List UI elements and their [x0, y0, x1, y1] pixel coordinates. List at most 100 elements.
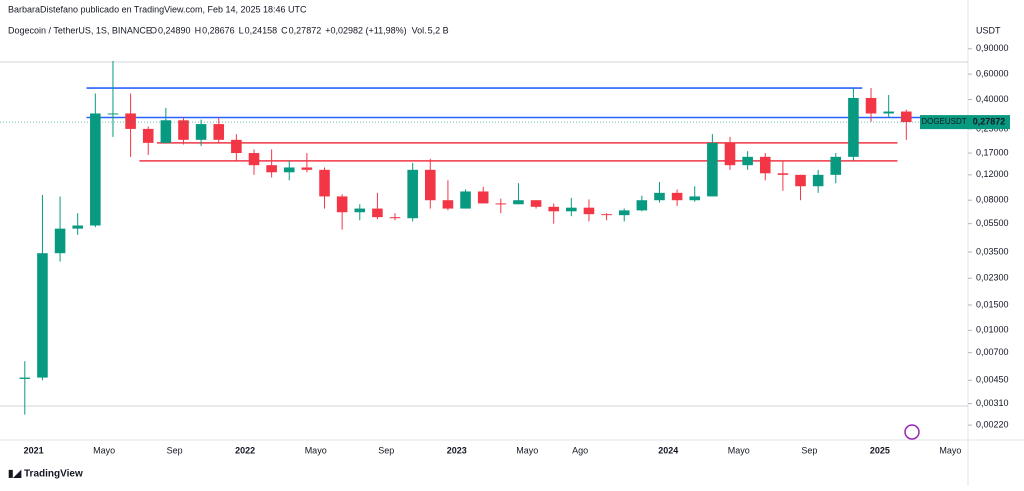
candle-body [266, 165, 277, 173]
x-tick-label: Ago [572, 445, 588, 455]
ohlc-label: C [281, 25, 288, 35]
candle-body [319, 169, 330, 197]
y-tick-label: 0,08000 [976, 195, 1009, 205]
candle-body [248, 153, 260, 166]
candle-body [636, 200, 648, 211]
candle-body [583, 207, 595, 215]
y-tick-label: 0,01000 [976, 325, 1009, 335]
y-tick-label: 0,90000 [976, 43, 1009, 53]
candle-body [107, 113, 119, 115]
x-tick-label: Sep [167, 445, 183, 455]
y-tick-label: 0,00700 [976, 347, 1009, 357]
candle-body [37, 253, 48, 378]
y-tick-label: 0,03500 [976, 246, 1009, 256]
candle-body [759, 156, 771, 174]
candle-body [283, 167, 295, 173]
price-tag-symbol: DOGEUSDT [921, 117, 966, 126]
candle-body [336, 196, 348, 213]
candle-body [389, 217, 401, 219]
candle-body [671, 192, 683, 201]
ohlc-label: H [195, 25, 202, 35]
symbol: Dogecoin / TetherUS, 1S, BINANCE [8, 25, 152, 35]
candle-body [689, 196, 701, 201]
price-tag-price: 0,27872 [973, 116, 1006, 126]
candle-body [442, 200, 454, 209]
x-tick-label: Mayo [728, 445, 750, 455]
candle-body [812, 174, 824, 187]
ohlc-label: L [239, 25, 244, 35]
y-tick-label: 0,17000 [976, 147, 1009, 157]
candle-body [125, 113, 136, 129]
x-tick-label: Mayo [939, 445, 961, 455]
candle-body [707, 142, 718, 197]
candle-body [618, 210, 630, 216]
candle-body [54, 228, 66, 254]
candle-body [795, 174, 806, 187]
candle-body [460, 191, 471, 209]
y-tick-label: 0,02300 [976, 273, 1009, 283]
candle-body [865, 97, 877, 114]
y-tick-label: 0,60000 [976, 68, 1009, 78]
candle-body [407, 169, 418, 219]
candle-body [742, 156, 753, 166]
y-tick-label: 0,40000 [976, 94, 1009, 104]
candle-body [724, 142, 736, 166]
candle-body [513, 200, 524, 205]
y-tick-label: 0,00310 [976, 398, 1009, 408]
x-tick-label: Mayo [93, 445, 115, 455]
candle-body [301, 167, 313, 170]
candle-body [777, 173, 789, 175]
ohlc-value: 0,28676 [202, 25, 235, 35]
change: +0,02982 (+11,98%) [325, 25, 406, 35]
candle-body [19, 377, 31, 379]
x-tick-label: 2023 [447, 445, 467, 455]
volume: 5,2 B [428, 25, 449, 35]
x-tick-label: Sep [801, 445, 817, 455]
candle-body [477, 191, 489, 204]
candle-body [548, 206, 559, 212]
candle-body [848, 97, 859, 157]
candle-body [601, 214, 612, 216]
footer: TradingView [24, 469, 83, 480]
candle-body [372, 208, 383, 218]
candle-body [530, 200, 542, 207]
candle-body [566, 207, 577, 212]
price-tag-box [968, 115, 1010, 130]
y-tick-label: 0,05500 [976, 218, 1009, 228]
y-tick-label: 0,00220 [976, 419, 1009, 429]
attribution: BarbaraDistefano publicado en TradingVie… [8, 4, 307, 14]
ohlc: O 0,24890 H 0,28676 L 0,24158 C 0,27872 +0,02982… [150, 25, 449, 35]
candle-body [231, 139, 242, 154]
x-tick-label: 2021 [24, 445, 44, 455]
logo-mark: ▮◢ [8, 469, 22, 480]
x-tick-label: Mayo [305, 445, 327, 455]
x-tick-label: Mayo [516, 445, 538, 455]
candle-body [90, 113, 101, 226]
candle-body [160, 120, 172, 143]
event-icon[interactable] [904, 424, 920, 440]
currency: USDT [976, 25, 1001, 35]
candle-body [72, 225, 83, 229]
candle-body [195, 124, 207, 140]
candle-body [213, 124, 225, 140]
candle-body [178, 120, 189, 140]
y-tick-label: 0,00450 [976, 375, 1009, 385]
ohlc-value: 0,24890 [158, 25, 191, 35]
ohlc-label: O [150, 25, 157, 35]
candle-body [142, 128, 154, 143]
candle-body [901, 111, 912, 123]
candle-body [495, 203, 507, 205]
volume-label: Vol. [412, 25, 427, 35]
x-tick-label: 2025 [870, 445, 890, 455]
y-tick-label: 0,01500 [976, 299, 1009, 309]
price-tag-box [920, 115, 968, 130]
candle-body [883, 111, 894, 114]
candle-body [830, 156, 842, 175]
x-tick-label: 2024 [658, 445, 678, 455]
candle-body [354, 208, 366, 213]
candle-body [654, 192, 665, 201]
x-tick-label: Sep [378, 445, 394, 455]
y-tick-label: 0,12000 [976, 169, 1009, 179]
ohlc-value: 0,27872 [289, 25, 322, 35]
